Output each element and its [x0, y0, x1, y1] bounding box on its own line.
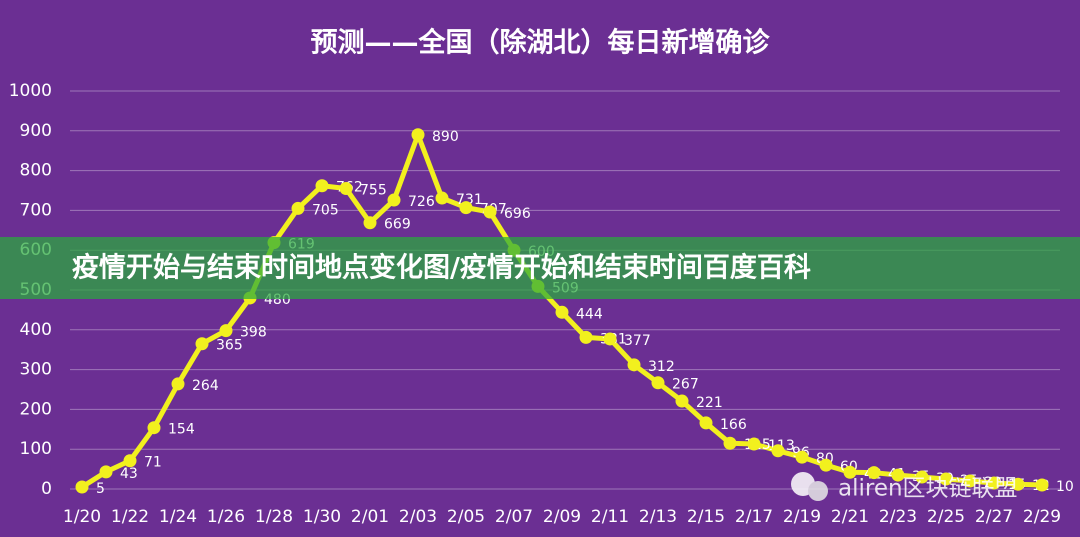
watermark-text: aliren区块链联盟 [838, 476, 1018, 502]
point [771, 444, 785, 458]
x-tick-label: 2/01 [351, 507, 389, 527]
data-label: 755 [360, 183, 387, 199]
point [411, 128, 425, 142]
point [363, 216, 377, 230]
data-label: 267 [672, 377, 699, 393]
y-tick-label: 100 [20, 439, 52, 459]
point [147, 421, 161, 435]
data-label: 669 [384, 217, 411, 233]
x-tick-label: 1/20 [63, 507, 101, 527]
y-tick-label: 900 [20, 121, 52, 141]
point [483, 205, 497, 219]
x-tick-label: 2/03 [399, 507, 437, 527]
y-tick-label: 0 [41, 479, 52, 499]
point [387, 193, 401, 207]
point [627, 358, 641, 372]
point [75, 480, 89, 494]
watermark-icon [808, 481, 828, 501]
point [195, 337, 209, 351]
point [603, 332, 617, 346]
data-label: 398 [240, 325, 267, 341]
point [795, 450, 809, 464]
x-tick-label: 2/21 [831, 507, 869, 527]
x-tick-label: 2/23 [879, 507, 917, 527]
point [963, 474, 977, 488]
point [843, 465, 857, 479]
x-tick-label: 2/09 [543, 507, 581, 527]
x-tick-label: 2/27 [975, 507, 1013, 527]
point [99, 465, 113, 479]
y-tick-label: 400 [20, 320, 52, 340]
x-tick-label: 2/05 [447, 507, 485, 527]
point [819, 458, 833, 472]
x-tick-label: 2/25 [927, 507, 965, 527]
data-label: 221 [696, 395, 723, 411]
x-tick-label: 1/30 [303, 507, 341, 527]
banner [0, 237, 1080, 299]
point [987, 476, 1001, 490]
y-tick-label: 700 [20, 200, 52, 220]
point [891, 468, 905, 482]
point [291, 201, 305, 215]
point [171, 377, 185, 391]
data-label: 71 [144, 455, 162, 471]
point [1011, 477, 1025, 491]
data-label: 705 [312, 202, 339, 218]
x-tick-label: 2/11 [591, 507, 629, 527]
data-label: 166 [720, 417, 747, 433]
data-label: 5 [96, 481, 105, 497]
point [555, 305, 569, 319]
x-tick-label: 1/22 [111, 507, 149, 527]
point [123, 454, 137, 468]
watermark: aliren区块链联盟 [791, 472, 1018, 502]
data-label: 726 [408, 194, 435, 210]
x-tick-label: 2/17 [735, 507, 773, 527]
x-tick-label: 2/29 [1023, 507, 1061, 527]
point [675, 394, 689, 408]
point [1035, 478, 1049, 492]
x-tick-label: 2/13 [639, 507, 677, 527]
y-tick-label: 800 [20, 161, 52, 181]
point [915, 470, 929, 484]
chart-title: 预测——全国（除湖北）每日新增确诊 [311, 27, 771, 59]
x-tick-label: 2/19 [783, 507, 821, 527]
data-label: 444 [576, 306, 603, 322]
data-label: 890 [432, 129, 459, 145]
x-tick-label: 2/07 [495, 507, 533, 527]
point [651, 376, 665, 390]
x-tick-label: 1/28 [255, 507, 293, 527]
point [339, 182, 353, 196]
y-tick-label: 300 [20, 360, 52, 380]
point [435, 191, 449, 205]
banner-text: 疫情开始与结束时间地点变化图/疫情开始和结束时间百度百科 [72, 252, 811, 284]
point [747, 437, 761, 451]
data-label: 377 [624, 333, 651, 349]
point [579, 330, 593, 344]
point [867, 466, 881, 480]
point [219, 324, 233, 338]
point [459, 201, 473, 215]
point [699, 416, 713, 430]
point [723, 436, 737, 450]
point [939, 472, 953, 486]
data-label: 154 [168, 422, 195, 438]
y-tick-label: 1000 [9, 81, 52, 101]
y-tick-label: 200 [20, 399, 52, 419]
data-label: 365 [216, 338, 243, 354]
x-tick-label: 2/15 [687, 507, 725, 527]
point [315, 179, 329, 193]
data-label: 312 [648, 359, 675, 375]
data-label: 264 [192, 378, 219, 394]
data-label: 10 [1056, 479, 1074, 495]
data-label: 43 [120, 466, 138, 482]
x-tick-label: 1/24 [159, 507, 197, 527]
x-tick-label: 1/26 [207, 507, 245, 527]
data-label: 696 [504, 206, 531, 222]
